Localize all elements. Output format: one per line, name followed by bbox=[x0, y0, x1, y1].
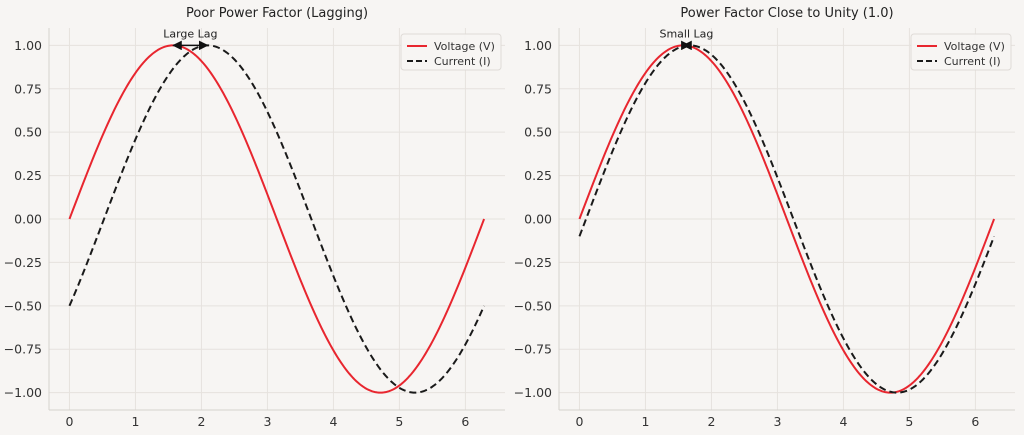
x-tick-label: 1 bbox=[131, 414, 139, 429]
x-tick-label: 4 bbox=[329, 414, 337, 429]
legend-current-label: Current (I) bbox=[944, 55, 1001, 68]
x-tick-label: 6 bbox=[971, 414, 979, 429]
y-tick-label: 1.00 bbox=[14, 38, 42, 53]
x-tick-label: 6 bbox=[461, 414, 469, 429]
x-tick-label: 1 bbox=[641, 414, 649, 429]
y-tick-label: −1.00 bbox=[4, 385, 42, 400]
legend-current-label: Current (I) bbox=[434, 55, 491, 68]
chart-panel-poor-power-factor: 1.00 0.75 0.50 0.25 0.00 −0.25 −0.50 −0.75 −1.00… bbox=[4, 6, 505, 429]
x-tick-label: 3 bbox=[773, 414, 781, 429]
x-tick-label: 2 bbox=[707, 414, 715, 429]
chart-panel-near-unity-power-factor: 1.00 0.75 0.50 0.25 0.00 −0.25 −0.50 −0.75 −1.00… bbox=[514, 6, 1015, 429]
voltage-series-line bbox=[578, 44, 996, 394]
y-tick-label: 0.25 bbox=[524, 168, 552, 183]
y-tick-label: 0.00 bbox=[14, 212, 42, 227]
y-tick-label: −1.00 bbox=[514, 385, 552, 400]
lag-annotation-label: Small Lag bbox=[659, 27, 713, 40]
y-tick-label: 0.00 bbox=[524, 212, 552, 227]
legend-voltage-label: Voltage (V) bbox=[434, 40, 495, 53]
y-tick-label: −0.50 bbox=[4, 298, 42, 313]
y-tick-label: 1.00 bbox=[524, 38, 552, 53]
y-tick-label: 0.75 bbox=[14, 81, 42, 96]
y-tick-label: 0.25 bbox=[14, 168, 42, 183]
y-tick-label: 0.50 bbox=[14, 125, 42, 140]
current-series-line bbox=[68, 44, 485, 394]
chart-title: Power Factor Close to Unity (1.0) bbox=[680, 6, 893, 21]
x-tick-label: 0 bbox=[575, 414, 583, 429]
current-series-line bbox=[578, 44, 996, 394]
legend: Voltage (V) Current (I) bbox=[400, 33, 502, 71]
y-tick-label: −0.75 bbox=[514, 342, 552, 357]
x-tick-label: 4 bbox=[839, 414, 847, 429]
y-tick-label: 0.75 bbox=[524, 81, 552, 96]
y-tick-label: 0.50 bbox=[524, 125, 552, 140]
x-tick-label: 2 bbox=[197, 414, 205, 429]
y-tick-label: −0.25 bbox=[514, 255, 552, 270]
legend-voltage-label: Voltage (V) bbox=[944, 40, 1005, 53]
x-tick-label: 3 bbox=[263, 414, 271, 429]
y-tick-label: −0.50 bbox=[514, 298, 552, 313]
x-tick-label: 5 bbox=[395, 414, 403, 429]
x-tick-label: 0 bbox=[65, 414, 73, 429]
y-tick-label: −0.75 bbox=[4, 342, 42, 357]
x-tick-label: 5 bbox=[905, 414, 913, 429]
legend: Voltage (V) Current (I) bbox=[910, 33, 1012, 71]
lag-annotation-label: Large Lag bbox=[163, 27, 217, 40]
chart-title: Poor Power Factor (Lagging) bbox=[186, 6, 368, 21]
voltage-series-line bbox=[68, 44, 486, 394]
y-tick-label: −0.25 bbox=[4, 255, 42, 270]
